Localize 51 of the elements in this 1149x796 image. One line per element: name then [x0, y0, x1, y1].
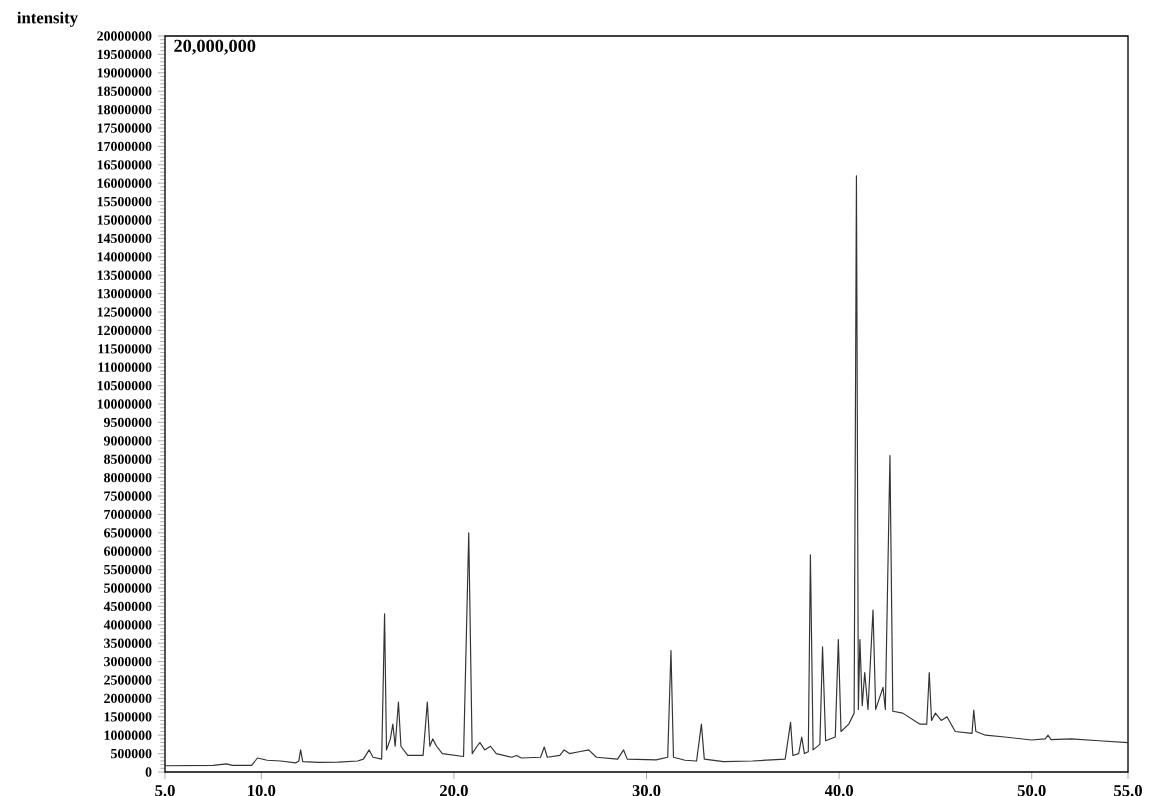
- x-tick-label: 10.0: [248, 785, 276, 796]
- y-tick-label: 3500000: [104, 638, 152, 648]
- y-tick-label: 11500000: [98, 344, 152, 354]
- y-tick-label: 7000000: [104, 509, 152, 520]
- y-tick-label: 1000000: [104, 730, 152, 740]
- y-tick-label: 20000000: [97, 31, 152, 41]
- x-tick-label: 20.0: [440, 785, 468, 796]
- annotation: 20,000,000: [174, 39, 256, 55]
- y-tick-label: 18500000: [97, 86, 152, 96]
- y-tick-label: 0: [145, 767, 152, 777]
- y-tick-label: 5000000: [104, 583, 152, 593]
- y-tick-label: 6500000: [104, 528, 152, 538]
- x-tick-label: 50.0: [1017, 785, 1046, 796]
- line-series: [164, 175, 1129, 767]
- y-tick-label: 16000000: [97, 178, 152, 188]
- x-tick-label: 5.0: [155, 785, 175, 796]
- y-tick-label: 12000000: [97, 325, 152, 336]
- y-tick-label: 16500000: [97, 160, 152, 170]
- y-tick-label: 17000000: [97, 141, 152, 152]
- y-tick-label: 13000000: [97, 288, 152, 299]
- y-tick-label: 13500000: [97, 270, 152, 280]
- y-tick-label: 10500000: [97, 380, 152, 391]
- x-tick-label: 40.0: [824, 785, 854, 796]
- y-tick-label: 14500000: [97, 233, 152, 244]
- y-tick-label: 12500000: [97, 307, 152, 317]
- y-tick-label: 4500000: [103, 601, 152, 612]
- y-tick-label: 7500000: [104, 491, 152, 501]
- y-tick-label: 500000: [111, 748, 152, 759]
- y-tick-label: 17500000: [97, 123, 152, 133]
- y-tick-label: 1500000: [104, 712, 152, 722]
- y-tick-label: 8000000: [104, 472, 152, 483]
- y-tick-label: 8500000: [104, 454, 152, 464]
- y-tick-label: 3000000: [104, 656, 152, 667]
- y-tick-label: 5500000: [104, 564, 152, 575]
- y-tick-label: 19000000: [97, 68, 152, 78]
- y-tick-label: 19500000: [97, 49, 152, 60]
- y-tick-label: 9000000: [103, 436, 152, 446]
- y-tick-label: 11000000: [98, 362, 152, 372]
- x-tick-label: 30.0: [632, 785, 661, 796]
- y-tick-label: 15000000: [97, 215, 152, 225]
- y-tick-label: 10000000: [97, 399, 152, 409]
- y-tick-label: 4000000: [103, 620, 152, 630]
- y-axis-title: intensity: [17, 11, 78, 27]
- y-tick-label: 2000000: [104, 693, 152, 704]
- y-tick-label: 15500000: [97, 196, 152, 207]
- y-tick-label: 2500000: [104, 675, 152, 685]
- y-tick-label: 6000000: [104, 546, 152, 556]
- x-tick-label: 55.0: [1114, 785, 1142, 796]
- y-tick-label: 9500000: [103, 417, 152, 428]
- y-tick-label: 14000000: [97, 252, 152, 262]
- y-tick-label: 18000000: [97, 104, 152, 115]
